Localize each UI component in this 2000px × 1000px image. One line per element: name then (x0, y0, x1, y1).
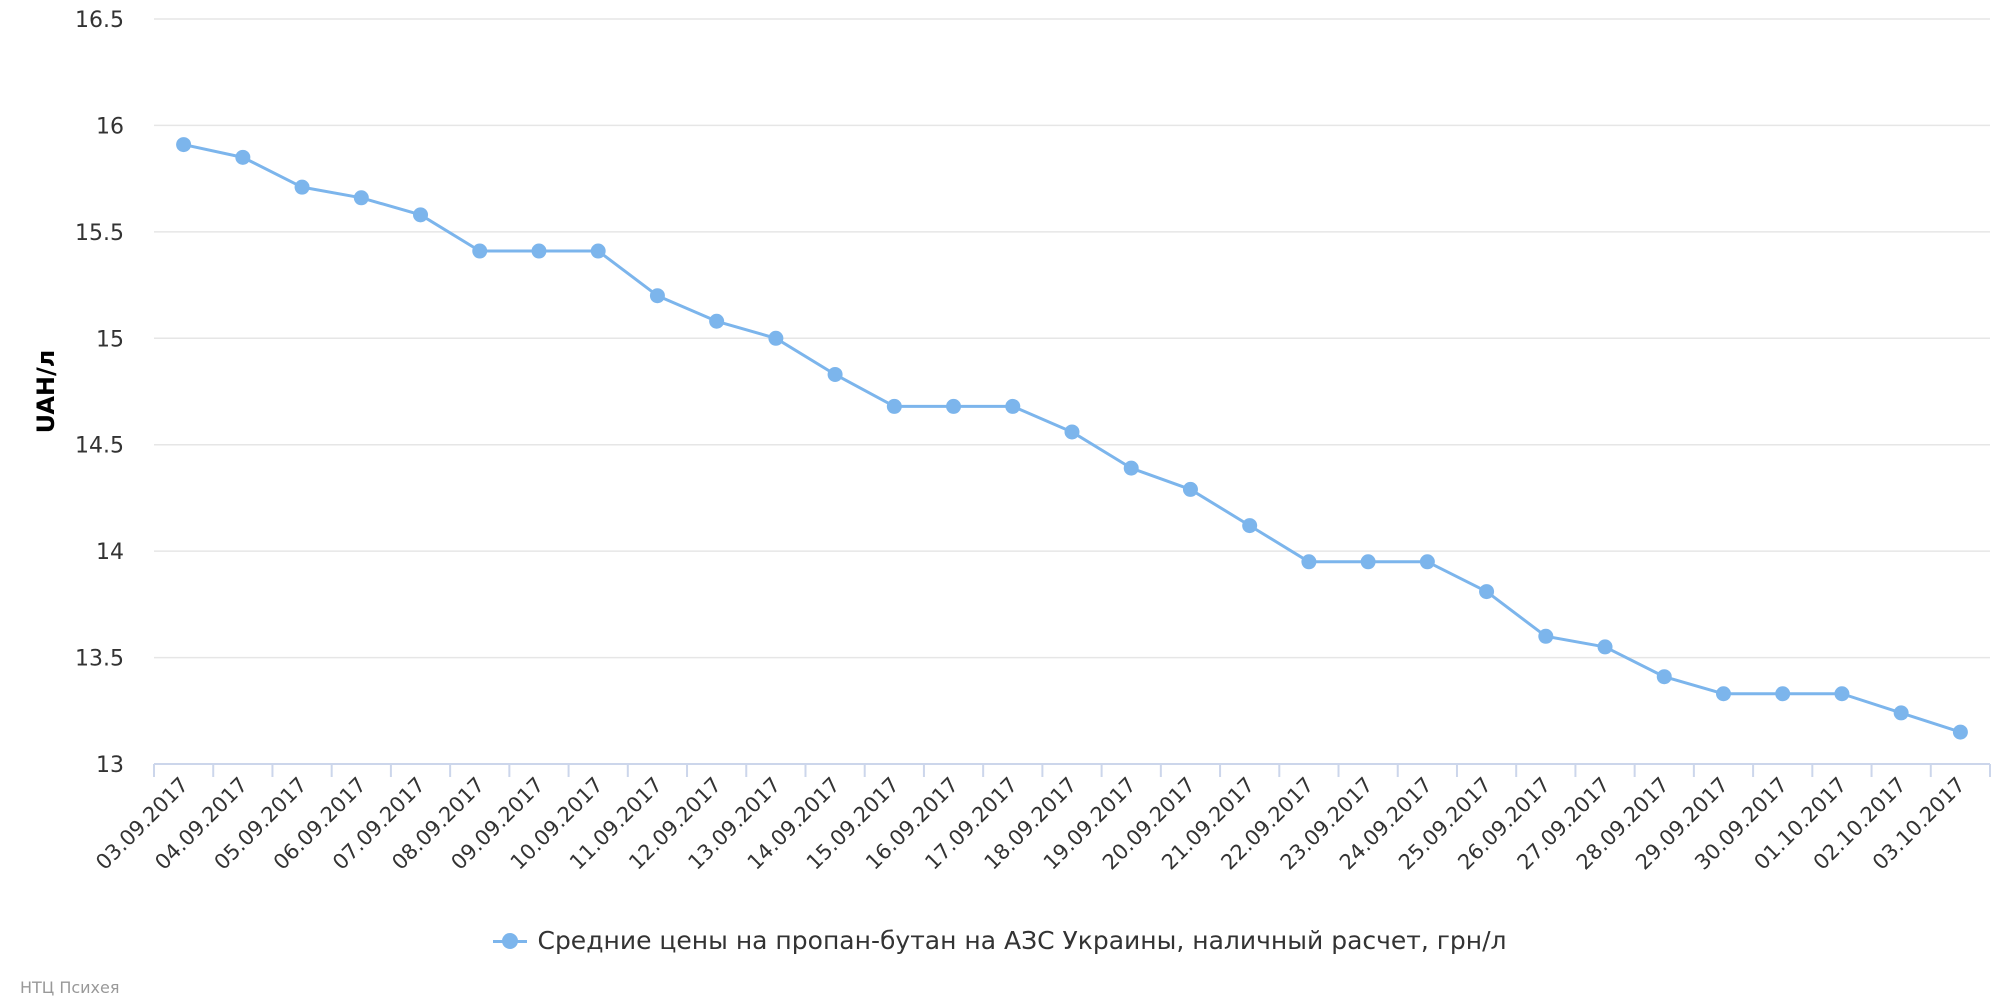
data-point[interactable] (649, 288, 665, 304)
data-point[interactable] (1952, 724, 1968, 740)
legend-label: Средние цены на пропан-бутан на АЗС Укра… (537, 926, 1507, 955)
data-point[interactable] (768, 330, 784, 346)
data-point[interactable] (294, 179, 310, 195)
data-point[interactable] (1360, 554, 1376, 570)
data-point[interactable] (827, 366, 843, 382)
data-point[interactable] (1064, 424, 1080, 440)
data-point[interactable] (1419, 554, 1435, 570)
data-point[interactable] (1538, 628, 1554, 644)
data-points (176, 137, 1968, 740)
y-tick-label: 14.5 (75, 434, 124, 459)
y-tick-label: 14 (96, 540, 124, 565)
data-point[interactable] (709, 313, 725, 329)
data-point[interactable] (1182, 481, 1198, 497)
grid-lines (154, 18, 1990, 659)
data-point[interactable] (235, 149, 251, 165)
data-point[interactable] (946, 398, 962, 414)
x-axis-tick-labels: 03.09.201704.09.201705.09.201706.09.2017… (91, 773, 1970, 875)
y-tick-label: 15.5 (75, 221, 124, 246)
data-point[interactable] (1715, 686, 1731, 702)
data-point[interactable] (1005, 398, 1021, 414)
legend[interactable]: Средние цены на пропан-бутан на АЗС Укра… (0, 926, 2000, 955)
credits-text[interactable]: НТЦ Психея (20, 978, 120, 997)
y-axis-title: UAH/л (32, 350, 60, 434)
y-tick-label: 16 (96, 114, 124, 139)
data-point[interactable] (1656, 669, 1672, 685)
data-point[interactable] (1479, 584, 1495, 600)
legend-marker-icon (493, 931, 528, 951)
data-point[interactable] (1301, 554, 1317, 570)
y-tick-label: 15 (96, 327, 124, 352)
data-point[interactable] (1775, 686, 1791, 702)
data-point[interactable] (531, 243, 547, 259)
data-point[interactable] (1242, 518, 1258, 534)
data-point[interactable] (413, 207, 429, 223)
data-point[interactable] (1834, 686, 1850, 702)
data-point[interactable] (590, 243, 606, 259)
data-point[interactable] (472, 243, 488, 259)
y-tick-label: 13 (96, 753, 124, 778)
y-tick-label: 16.5 (75, 8, 124, 33)
y-tick-label: 13.5 (75, 647, 124, 672)
x-axis-tick-marks (153, 764, 1991, 777)
data-point[interactable] (1893, 705, 1909, 721)
data-point[interactable] (353, 190, 369, 206)
data-point[interactable] (1597, 639, 1613, 655)
data-point[interactable] (886, 398, 902, 414)
data-point[interactable] (1123, 460, 1139, 476)
data-point[interactable] (176, 137, 192, 153)
y-axis-tick-labels: 16.5 16 15.5 15 14.5 14 13.5 13 (75, 8, 124, 778)
